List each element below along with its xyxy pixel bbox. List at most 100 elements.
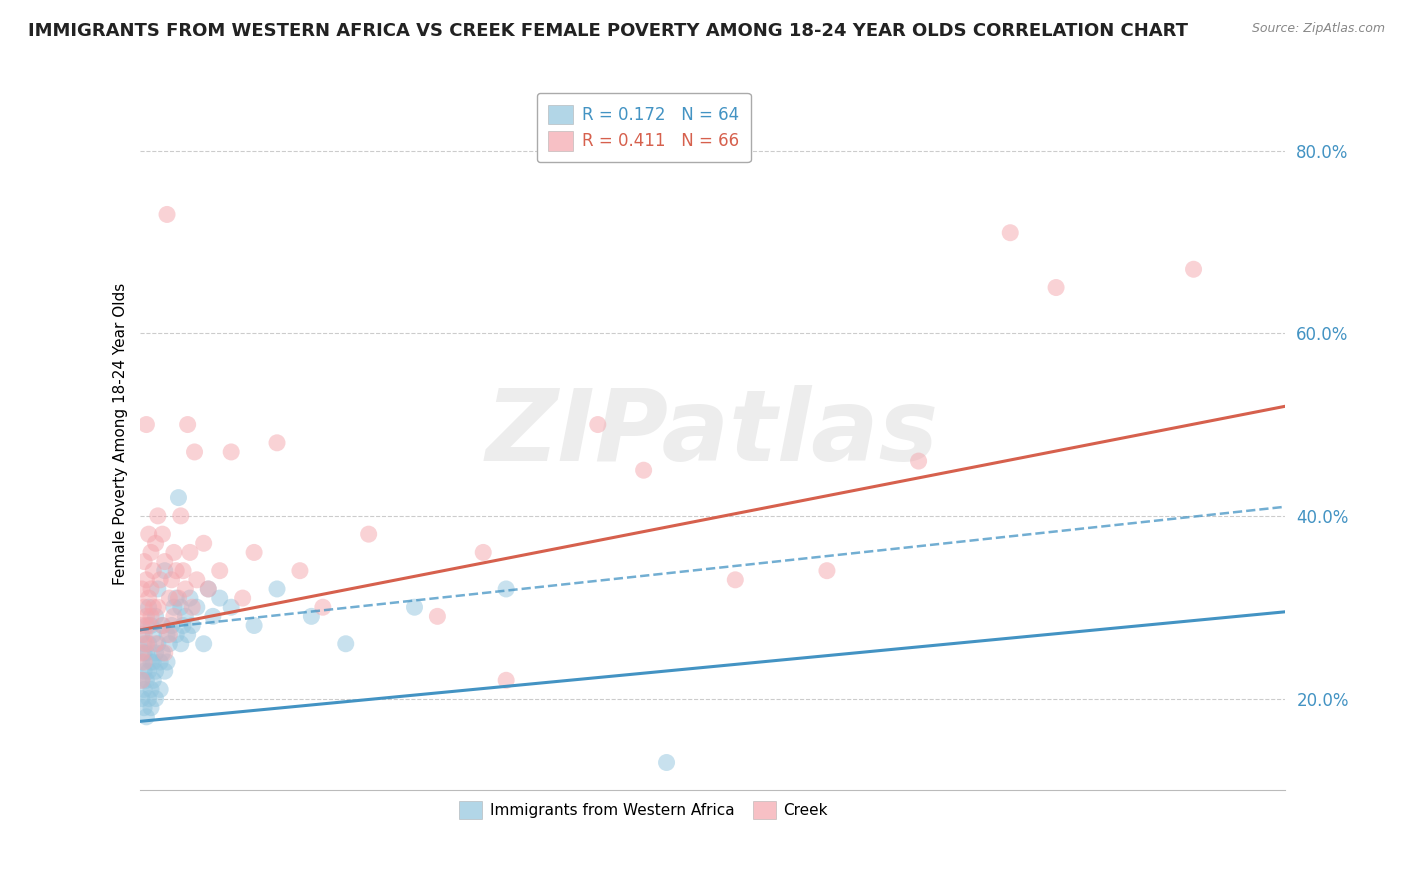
Point bbox=[193, 536, 215, 550]
Point bbox=[172, 564, 194, 578]
Point bbox=[201, 609, 224, 624]
Point bbox=[167, 591, 190, 606]
Point bbox=[139, 618, 162, 632]
Point bbox=[312, 600, 335, 615]
Point bbox=[157, 627, 180, 641]
Point bbox=[179, 545, 201, 559]
Y-axis label: Female Poverty Among 18-24 Year Olds: Female Poverty Among 18-24 Year Olds bbox=[114, 283, 128, 585]
Point bbox=[208, 564, 231, 578]
Point bbox=[495, 582, 517, 596]
Point bbox=[142, 627, 165, 641]
Point bbox=[138, 664, 160, 678]
Point bbox=[132, 627, 155, 641]
Point bbox=[163, 545, 186, 559]
Point bbox=[176, 417, 198, 432]
Point bbox=[186, 573, 208, 587]
Point bbox=[142, 564, 165, 578]
Point bbox=[135, 573, 157, 587]
Point bbox=[815, 564, 838, 578]
Point bbox=[152, 527, 174, 541]
Point bbox=[266, 582, 288, 596]
Point bbox=[165, 627, 187, 641]
Point bbox=[139, 582, 162, 596]
Point bbox=[163, 600, 186, 615]
Point bbox=[138, 600, 160, 615]
Point bbox=[586, 417, 609, 432]
Point bbox=[655, 756, 678, 770]
Point bbox=[139, 700, 162, 714]
Point bbox=[495, 673, 517, 688]
Point bbox=[724, 573, 747, 587]
Point bbox=[142, 600, 165, 615]
Point bbox=[131, 646, 153, 660]
Point bbox=[149, 573, 172, 587]
Point bbox=[152, 618, 174, 632]
Point bbox=[139, 655, 162, 669]
Point bbox=[142, 655, 165, 669]
Point bbox=[335, 637, 357, 651]
Point bbox=[138, 618, 160, 632]
Point bbox=[132, 646, 155, 660]
Point bbox=[146, 600, 169, 615]
Point bbox=[1182, 262, 1205, 277]
Point bbox=[132, 555, 155, 569]
Point bbox=[907, 454, 929, 468]
Point bbox=[160, 573, 183, 587]
Point bbox=[131, 618, 153, 632]
Point bbox=[174, 582, 197, 596]
Point bbox=[146, 637, 169, 651]
Point bbox=[138, 591, 160, 606]
Point bbox=[135, 618, 157, 632]
Point bbox=[156, 627, 179, 641]
Point bbox=[1045, 280, 1067, 294]
Point bbox=[232, 591, 254, 606]
Point bbox=[186, 600, 208, 615]
Point bbox=[138, 691, 160, 706]
Point bbox=[266, 435, 288, 450]
Point bbox=[197, 582, 219, 596]
Text: Source: ZipAtlas.com: Source: ZipAtlas.com bbox=[1251, 22, 1385, 36]
Point bbox=[176, 627, 198, 641]
Point bbox=[131, 673, 153, 688]
Point bbox=[131, 627, 153, 641]
Point bbox=[156, 655, 179, 669]
Point bbox=[152, 646, 174, 660]
Point bbox=[131, 582, 153, 596]
Point bbox=[135, 637, 157, 651]
Point bbox=[131, 655, 153, 669]
Point bbox=[145, 646, 167, 660]
Point bbox=[633, 463, 655, 477]
Point bbox=[426, 609, 449, 624]
Point bbox=[146, 508, 169, 523]
Text: IMMIGRANTS FROM WESTERN AFRICA VS CREEK FEMALE POVERTY AMONG 18-24 YEAR OLDS COR: IMMIGRANTS FROM WESTERN AFRICA VS CREEK … bbox=[28, 22, 1188, 40]
Point bbox=[357, 527, 380, 541]
Point bbox=[163, 609, 186, 624]
Point bbox=[181, 600, 204, 615]
Point bbox=[139, 545, 162, 559]
Point bbox=[153, 555, 176, 569]
Text: ZIPatlas: ZIPatlas bbox=[486, 385, 939, 483]
Point bbox=[132, 637, 155, 651]
Point bbox=[139, 682, 162, 697]
Point bbox=[145, 637, 167, 651]
Point bbox=[132, 664, 155, 678]
Point bbox=[404, 600, 426, 615]
Point bbox=[174, 609, 197, 624]
Point bbox=[288, 564, 311, 578]
Point bbox=[145, 609, 167, 624]
Point bbox=[299, 609, 322, 624]
Point bbox=[145, 691, 167, 706]
Point bbox=[156, 207, 179, 221]
Point bbox=[170, 637, 193, 651]
Point bbox=[193, 637, 215, 651]
Point bbox=[135, 646, 157, 660]
Point bbox=[145, 664, 167, 678]
Point bbox=[142, 673, 165, 688]
Point bbox=[135, 609, 157, 624]
Point bbox=[172, 618, 194, 632]
Point bbox=[153, 664, 176, 678]
Point bbox=[219, 600, 242, 615]
Point bbox=[146, 582, 169, 596]
Point bbox=[170, 508, 193, 523]
Point bbox=[145, 536, 167, 550]
